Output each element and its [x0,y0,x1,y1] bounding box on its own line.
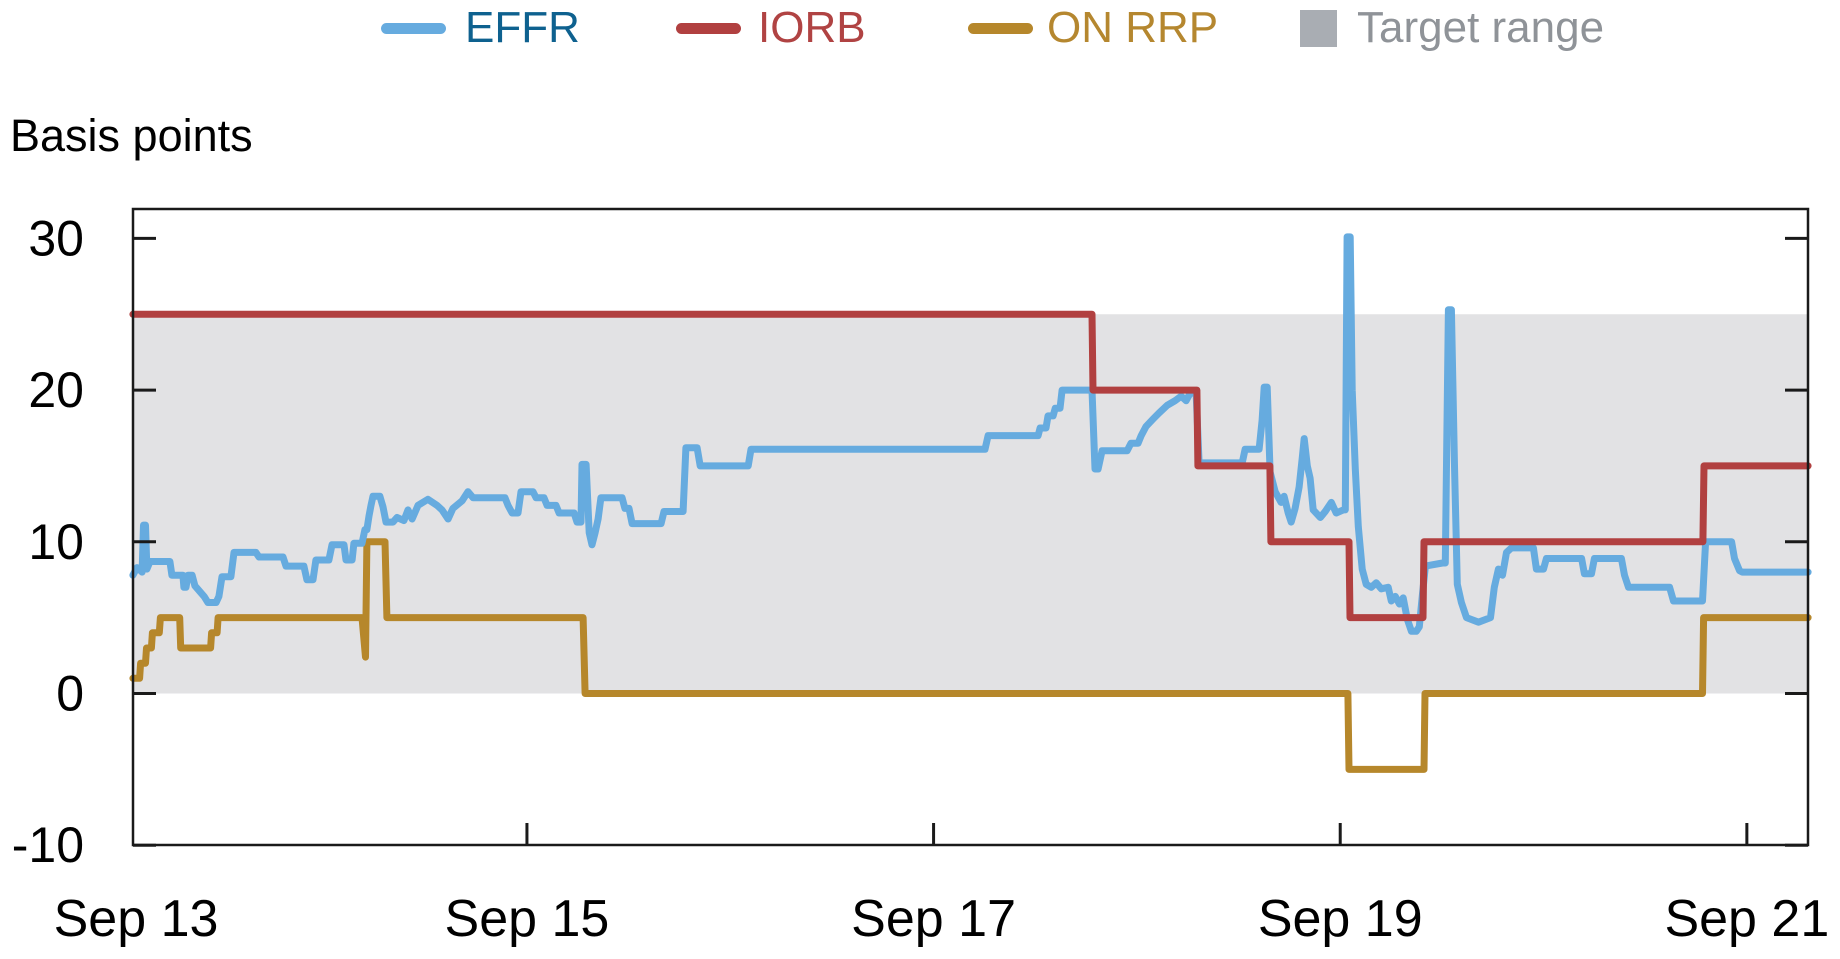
iorb-line-swatch-icon [676,23,741,34]
legend-label-target-range: Target range [1357,3,1605,52]
legend-item-iorb: IORB [676,0,876,56]
legend-item-on-rrp: ON RRP [968,0,1228,56]
x-tick-label: Sep 21 [1664,890,1829,948]
legend-item-target-range: Target range [1300,0,1630,56]
legend-label-on-rrp: ON RRP [1047,3,1219,52]
on-rrp-line-swatch-icon [968,23,1033,34]
effr-line-swatch-icon [381,23,446,34]
y-tick-label: 0 [56,666,84,722]
y-axis-title: Basis points [10,110,253,161]
x-tick-label: Sep 15 [445,890,610,948]
x-tick-label: Sep 13 [54,890,219,948]
legend-label-iorb: IORB [758,3,866,52]
series-line-effr [129,233,1812,635]
x-tick-label: Sep 19 [1258,890,1423,948]
y-tick-label: 30 [28,210,84,266]
series-line-iorb [129,310,1812,622]
plot-border [131,207,1810,847]
y-tick-label: -10 [12,817,84,873]
y-tick-label: 20 [28,362,84,418]
target-range-swatch-icon [1300,10,1337,47]
legend-item-effr: EFFR [381,0,581,56]
x-tick-label: Sep 17 [851,890,1016,948]
legend-label-effr: EFFR [465,3,580,52]
target-range-band [133,314,1808,694]
y-tick-label: 10 [28,514,84,570]
series-line-on-rrp [129,538,1812,773]
